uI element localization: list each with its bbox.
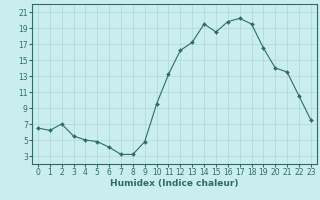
X-axis label: Humidex (Indice chaleur): Humidex (Indice chaleur): [110, 179, 239, 188]
